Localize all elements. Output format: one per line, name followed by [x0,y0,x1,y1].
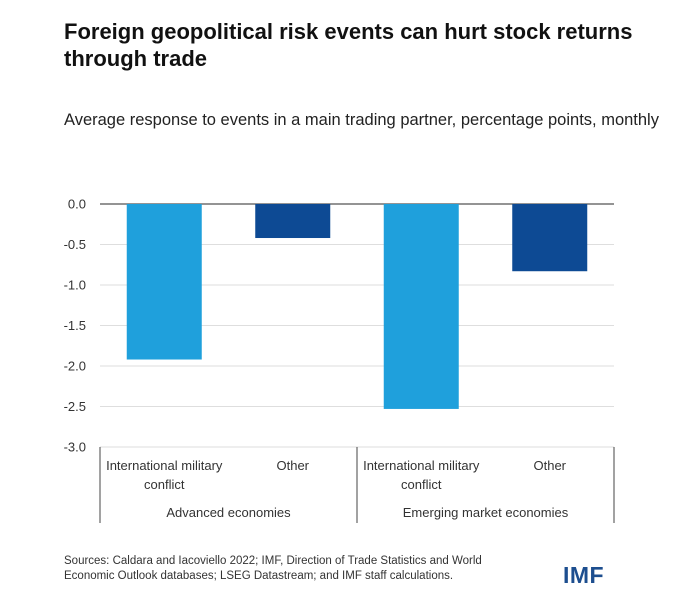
imf-logo: IMF [563,562,605,588]
y-tick-label: -3.0 [64,440,86,455]
y-tick-label: -2.0 [64,359,86,374]
category-label: conflict [144,477,185,492]
bar [255,204,331,239]
y-tick-label: -1.0 [64,278,86,293]
source-note: Sources: Caldara and Iacoviello 2022; IM… [64,555,482,582]
bar [126,204,202,360]
category-label: International military [106,458,223,473]
bar [383,204,459,409]
group-label: Emerging market economies [403,505,569,520]
category-label: Other [533,458,566,473]
chart-subtitle: Average response to events in a main tra… [64,111,659,129]
category-label: Other [276,458,309,473]
chart-title: Foreign geopolitical risk events can hur… [64,19,633,71]
bar-chart: 0.0 -0.5 -1.0 -1.5 -2.0 -2.5 -3.0 International… [64,197,615,523]
y-tick-label: -1.5 [64,318,86,333]
y-tick-label: -2.5 [64,399,86,414]
y-tick-label: -0.5 [64,237,86,252]
category-label: International military [363,458,480,473]
category-label: conflict [401,477,442,492]
bar [512,204,588,272]
y-tick-label: 0.0 [68,197,86,212]
group-label: Advanced economies [166,505,291,520]
